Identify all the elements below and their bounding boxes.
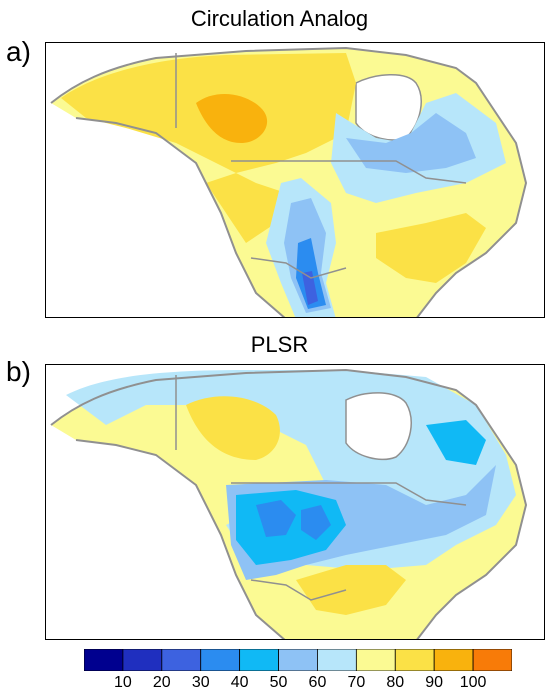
colorbar-swatch xyxy=(278,649,318,671)
us-canada-border xyxy=(231,482,467,506)
panel-b-letter: b) xyxy=(6,356,31,387)
western-blue-darkest xyxy=(302,271,318,305)
colorbar-tick-label: 80 xyxy=(386,674,405,691)
us-mexico-border xyxy=(250,257,347,279)
panel-b-title: PLSR xyxy=(250,332,309,357)
deep-orange-region xyxy=(196,93,268,143)
se-orange xyxy=(376,213,486,283)
colorbar-swatch xyxy=(161,649,202,671)
colorbar-swatch xyxy=(355,649,396,671)
colorbar-tick-label: 90 xyxy=(425,674,444,691)
colorbar-tick-label: 100 xyxy=(459,674,487,691)
panel-a-map xyxy=(45,42,545,318)
us-canada-border xyxy=(231,160,467,184)
hudson-bay xyxy=(345,392,412,461)
colorbar-swatch xyxy=(472,649,512,671)
colorbar-swatch xyxy=(122,649,163,671)
us-mexico-border xyxy=(250,579,347,601)
colorbar-tick-label: 70 xyxy=(347,674,366,691)
eastern-canada-blue xyxy=(426,420,486,465)
panel-a-letter: a) xyxy=(6,36,31,67)
orange-canada xyxy=(186,396,280,460)
colorbar-swatch xyxy=(200,649,241,671)
colorbar-tick-label: 30 xyxy=(191,674,210,691)
blue-east-canada xyxy=(346,113,476,173)
colorbar-swatch xyxy=(84,649,124,671)
se-orange xyxy=(296,565,406,615)
hudson-bay xyxy=(355,74,422,141)
colorbar xyxy=(84,649,512,671)
colorbar-tick-label: 50 xyxy=(269,674,288,691)
coastline xyxy=(50,368,528,639)
panel-b-map xyxy=(45,364,545,640)
colorbar-swatch xyxy=(394,649,435,671)
colorbar-swatch xyxy=(433,649,474,671)
colorbar-tick-label: 40 xyxy=(230,674,249,691)
coastline xyxy=(50,46,528,317)
western-darker-blue xyxy=(256,500,331,540)
colorbar-tick-label: 10 xyxy=(114,674,132,691)
colorbar-swatch xyxy=(317,649,357,671)
panel-a-title: Circulation Analog xyxy=(190,6,369,31)
colorbar-tick-label: 20 xyxy=(152,674,171,691)
colorbar-swatch xyxy=(239,649,279,671)
colorbar-tick-label: 60 xyxy=(308,674,327,691)
